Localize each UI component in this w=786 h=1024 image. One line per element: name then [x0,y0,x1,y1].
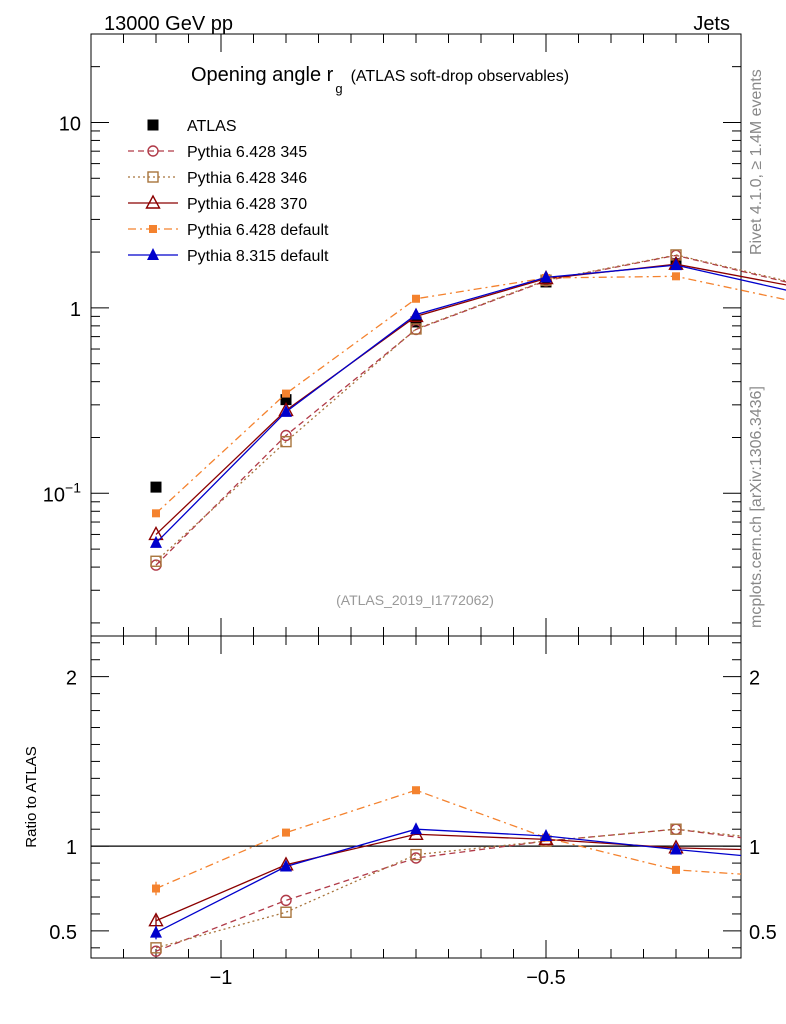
ratio-line [155,828,741,949]
ratio-point [280,894,292,907]
legend: ATLAS Pythia 6.428 345 Pythia 6.428 346 Pyt… [128,118,329,265]
ratio-panel: 0.5 0.5 1 1 2 2 −1 −0.5 Ratio to ATLAS [23,635,777,989]
series-1 [150,249,786,571]
legend-marker [147,119,159,131]
ratio-frame [90,635,742,959]
ratio-line [155,828,741,934]
ratio-point [152,884,160,893]
ratio-point [280,859,292,872]
series-line [155,264,786,544]
ratio-point [540,828,552,841]
data-point [410,307,422,320]
ratio-series-3 [152,786,741,896]
data-point [152,509,160,518]
analysis-id: (ATLAS_2019_I1772062) [336,592,494,608]
ratio-y-tick-label-right: 1 [749,837,760,859]
legend-label: Pythia 6.428 346 [187,170,307,187]
legend-label: Pythia 6.428 370 [187,196,307,213]
ratio-point [282,828,290,837]
ratio-point [150,942,162,954]
legend-item: Pythia 6.428 346 [128,170,307,187]
data-point [672,272,680,281]
data-point [280,394,292,406]
data-point [670,258,682,271]
ratio-y-tick-label: 1 [66,837,77,859]
data-point [540,270,552,283]
legend-label: Pythia 6.428 345 [187,144,307,161]
series-0 [150,258,682,493]
legend-item: Pythia 6.428 default [128,222,329,239]
legend-marker [149,225,157,233]
legend-label: Pythia 8.315 default [187,248,329,265]
ratio-series-2 [148,825,741,927]
ratio-point [150,925,162,938]
legend-marker [147,171,159,183]
source-label: mcplots.cern.ch [arXiv:1306.3436] [748,386,765,628]
main-series [148,249,786,571]
ratio-point [672,865,680,874]
chart-subtitle: (ATLAS soft-drop observables) [351,68,569,85]
legend-marker [145,194,161,209]
ratio-y-tick-label: 0.5 [49,922,77,944]
series-line [155,275,786,514]
tick-exponent: −1 [65,479,81,495]
ratio-y-tick-label: 2 [66,668,77,690]
ratio-point [280,906,292,918]
ratio-ticks: 0.5 0.5 1 1 2 2 −1 −0.5 [49,636,777,989]
legend-item: Pythia 6.428 370 [128,194,307,213]
header-left: 13000 GeV pp [104,13,233,35]
data-point [280,404,292,417]
ratio-point [410,822,422,835]
ratio-y-tick-label-right: 0.5 [749,922,777,944]
data-point [150,535,162,548]
ratio-point [410,848,422,861]
ratio-series-4 [150,822,741,940]
ratio-point [670,842,682,855]
data-point [150,555,162,567]
main-y-tick-label: 10−1 [43,479,81,506]
legend-label: Pythia 6.428 default [187,222,329,239]
main-y-tick-label: 10 [59,113,81,135]
legend-item: Pythia 6.428 345 [128,144,307,161]
ratio-series [148,786,741,957]
data-point [150,481,162,493]
chart-title-subscript: g [335,81,342,96]
series-line [155,254,786,566]
ratio-line [155,828,741,952]
legend-marker [147,145,159,157]
chart-title-text: Opening angle r [191,64,334,86]
ratio-series-1 [150,823,741,954]
ratio-series-0 [150,823,741,957]
chart-title: Opening angle rg (ATLAS soft-drop observa… [191,64,569,96]
rivet-label: Rivet 4.1.0, ≥ 1.4M events [748,69,765,255]
legend-marker [147,248,159,260]
data-point [412,294,420,303]
header-right: Jets [693,13,730,35]
series-2 [150,249,786,567]
ratio-line [155,833,741,922]
data-point [282,389,290,398]
x-tick-label: −1 [210,967,233,989]
ratio-point [412,786,420,795]
data-point [280,435,292,448]
legend-label: ATLAS [187,118,237,135]
data-point [410,323,422,335]
ratio-point [670,823,682,835]
data-point [280,429,292,442]
series-line [155,263,786,535]
legend-item: ATLAS [147,118,237,135]
ratio-y-tick-label-right: 2 [749,668,760,690]
series-5 [150,258,786,548]
tick-base: 10 [43,484,65,506]
legend-item: Pythia 8.315 default [128,248,329,265]
ratio-line [155,789,741,890]
ratio-y-label: Ratio to ATLAS [23,746,40,847]
main-y-tick-label: 1 [70,299,81,321]
x-tick-label: −0.5 [526,967,565,989]
